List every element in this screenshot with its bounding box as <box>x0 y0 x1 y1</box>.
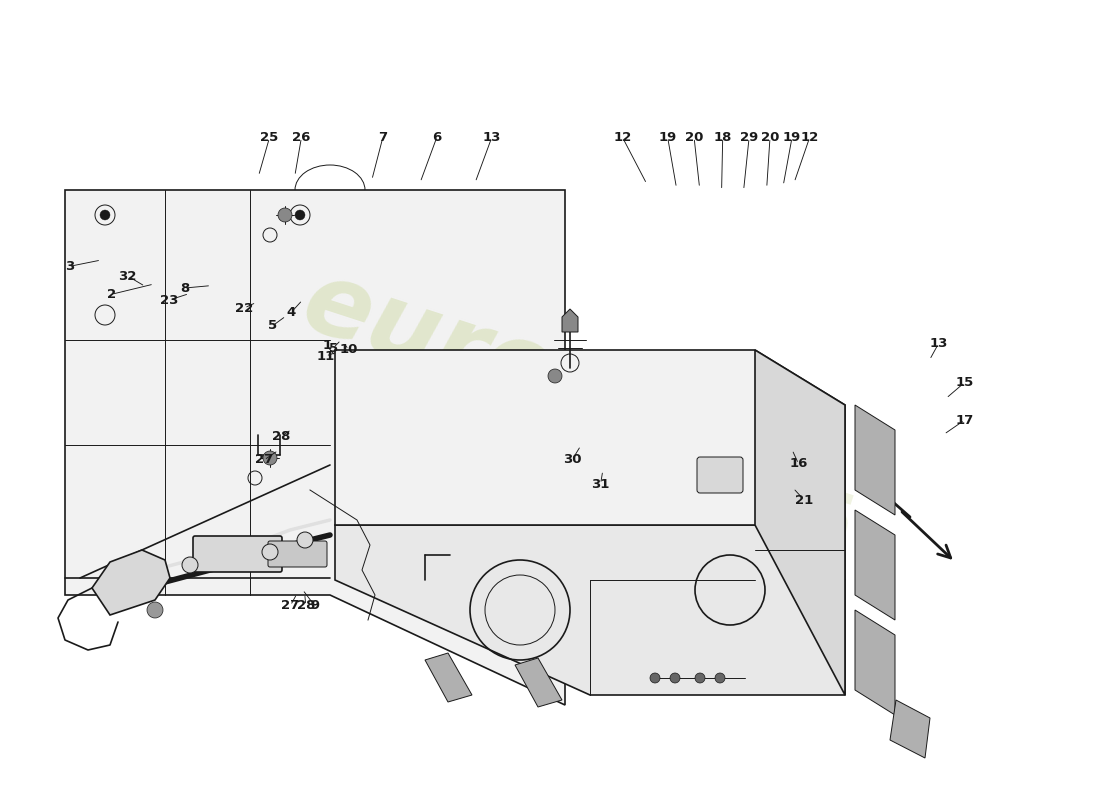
Polygon shape <box>890 700 930 758</box>
Circle shape <box>715 673 725 683</box>
Circle shape <box>650 673 660 683</box>
Text: eurospas: eurospas <box>290 254 810 506</box>
Text: 26: 26 <box>293 131 310 144</box>
Text: 19: 19 <box>659 131 676 144</box>
Text: 31: 31 <box>592 478 609 490</box>
Text: 17: 17 <box>956 414 974 426</box>
Text: 12: 12 <box>614 131 631 144</box>
Text: 15: 15 <box>956 376 974 389</box>
Polygon shape <box>515 658 562 707</box>
Text: a pancar company est. 1985: a pancar company est. 1985 <box>355 396 685 524</box>
FancyBboxPatch shape <box>268 541 327 567</box>
Text: 20: 20 <box>685 131 703 144</box>
Text: 12: 12 <box>801 131 818 144</box>
Text: 9: 9 <box>310 599 319 612</box>
FancyBboxPatch shape <box>192 536 282 572</box>
Circle shape <box>262 544 278 560</box>
Circle shape <box>182 557 198 573</box>
Text: 18: 18 <box>714 131 732 144</box>
Polygon shape <box>855 610 895 715</box>
Text: 20: 20 <box>761 131 779 144</box>
Circle shape <box>278 208 292 222</box>
Text: 25: 25 <box>261 131 278 144</box>
Text: 7: 7 <box>378 131 387 144</box>
Text: 23: 23 <box>161 294 178 306</box>
Circle shape <box>695 673 705 683</box>
Text: 1: 1 <box>322 339 331 352</box>
Text: 28: 28 <box>297 599 315 612</box>
Text: 22: 22 <box>235 302 253 314</box>
Text: 29: 29 <box>740 131 758 144</box>
Polygon shape <box>755 350 845 695</box>
Polygon shape <box>855 510 895 620</box>
Text: 19: 19 <box>783 131 801 144</box>
Polygon shape <box>336 350 845 580</box>
Text: 30: 30 <box>563 454 581 466</box>
Polygon shape <box>92 550 170 615</box>
Text: 2: 2 <box>107 288 116 301</box>
Circle shape <box>670 673 680 683</box>
Text: 5: 5 <box>329 342 338 354</box>
Text: 5: 5 <box>268 319 277 332</box>
Circle shape <box>295 210 305 220</box>
Text: 28: 28 <box>273 430 290 442</box>
Polygon shape <box>855 405 895 515</box>
Text: 3: 3 <box>65 260 74 273</box>
Text: 32: 32 <box>119 270 136 282</box>
Circle shape <box>548 369 562 383</box>
Text: 21: 21 <box>795 494 813 506</box>
Circle shape <box>297 532 313 548</box>
Polygon shape <box>336 525 845 695</box>
Text: 4: 4 <box>287 306 296 318</box>
Text: 10: 10 <box>340 343 358 356</box>
Text: 1985: 1985 <box>658 438 862 562</box>
Text: 8: 8 <box>180 282 189 294</box>
Polygon shape <box>425 653 472 702</box>
Polygon shape <box>562 309 578 332</box>
Text: 6: 6 <box>432 131 441 144</box>
Text: 16: 16 <box>790 458 807 470</box>
Text: 13: 13 <box>930 338 947 350</box>
Polygon shape <box>65 190 565 705</box>
FancyBboxPatch shape <box>697 457 742 493</box>
Text: 11: 11 <box>317 350 334 362</box>
Text: 27: 27 <box>282 599 299 612</box>
Text: 13: 13 <box>483 131 500 144</box>
Circle shape <box>100 210 110 220</box>
Circle shape <box>263 451 277 465</box>
Circle shape <box>147 602 163 618</box>
Text: 27: 27 <box>255 454 273 466</box>
